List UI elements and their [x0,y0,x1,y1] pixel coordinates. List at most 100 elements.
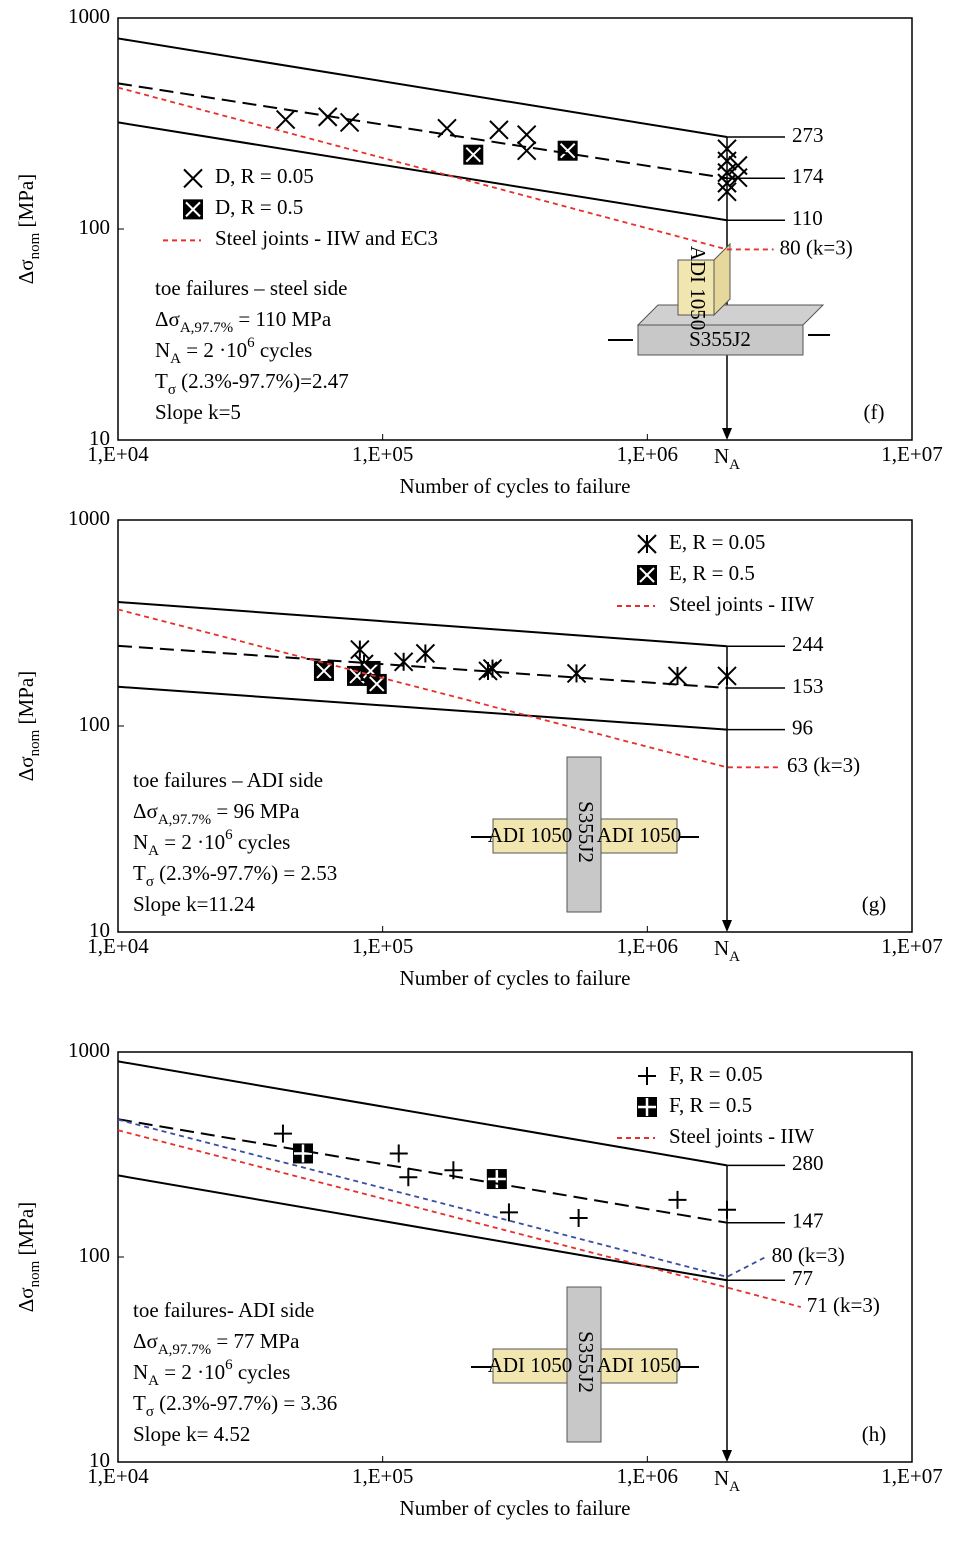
series-line [117,1129,802,1308]
marker-stroke [316,663,332,679]
marker [183,168,203,189]
legend-label: F, R = 0.05 [669,1062,763,1086]
marker [569,1208,588,1227]
series-line [117,37,728,138]
text-part: Slope k= 4.52 [133,1422,250,1446]
superscript: 6 [247,335,255,351]
text-part: toe failures – ADI side [133,768,323,792]
series-line [117,644,728,689]
series-line [117,1174,728,1282]
note-line: toe failures- ADI side [133,1298,314,1322]
note-line: ΔσA,97.7% = 96 MPa [133,799,300,829]
text-part: [MPa] [14,671,38,730]
subscript: σ [146,1404,154,1420]
line-end-label: 71 (k=3) [807,1293,880,1317]
line-end-label: 80 (k=3) [780,235,853,259]
legend-label: Steel joints - IIW [669,592,814,616]
text-part: N [714,936,729,960]
text-part: toe failures – steel side [155,276,347,300]
legend-label: F, R = 0.5 [669,1093,752,1117]
marker [399,1168,418,1187]
marker [313,660,334,681]
series-line [117,1118,767,1278]
text-part: toe failures- ADI side [133,1298,314,1322]
inset-block-side [713,242,731,317]
subscript: σ [146,874,154,890]
y-tick-label: 100 [79,712,111,736]
marker-stroke [339,112,360,133]
text-part: = 2 ·10 [159,1360,225,1384]
marker [566,663,587,684]
line-end-label: 80 (k=3) [772,1243,845,1267]
text-part: N [155,338,170,362]
y-tick-label: 10 [89,1448,110,1472]
inset-label: ADI 1050 [597,823,682,847]
marker-stroke [489,120,509,140]
subscript: A,97.7% [158,1342,211,1358]
y-tick-label: 100 [79,215,111,239]
text-part: N [133,830,148,854]
inset-label: ADI 1050 [597,1353,682,1377]
y-axis-title: Δσnom [MPa] [14,671,44,781]
text-part: Δσ [133,1329,158,1353]
inset-stiffener [566,756,602,913]
superscript: 6 [225,1357,233,1373]
x-tick-label: 1,E+04 [87,934,149,958]
text-part: Slope k=5 [155,400,241,424]
panel-label: (h) [862,1422,887,1446]
marker [637,534,657,554]
subscript: nom [27,232,43,259]
inset-label: ADI 1050 [686,246,710,331]
inset-label: S355J2 [574,801,598,863]
marker-stroke [185,201,201,218]
legend-label: Steel joints - IIW and EC3 [215,226,438,250]
panel-label: (f) [864,400,885,424]
note-line: Slope k=11.24 [133,892,255,916]
y-tick-label: 10 [89,426,110,450]
line-end-label: 147 [792,1209,824,1233]
series-line [117,1060,728,1167]
panel-label: (g) [862,892,887,916]
note-line: toe failures – ADI side [133,768,323,792]
series-line [117,1118,728,1224]
line-end-label: 153 [792,674,824,698]
marker [482,658,503,679]
marker-stroke [717,162,737,183]
subscript: A [148,843,159,859]
subscript: A [148,1373,159,1389]
series-line [117,685,728,731]
line-end-label: 174 [792,164,824,188]
x-tick-label: 1,E+06 [617,1464,678,1488]
subscript: A,97.7% [158,812,211,828]
marker [668,1190,687,1209]
x-axis-title: Number of cycles to failure [400,1496,631,1520]
legend-label: D, R = 0.05 [215,164,314,188]
subscript: A [729,1479,740,1495]
text-part: Δσ [14,756,38,781]
marker [339,112,360,133]
inset-label: ADI 1050 [488,823,573,847]
line-end-label: 77 [792,1266,813,1290]
marker-stroke [465,146,482,163]
legend-label: D, R = 0.5 [215,195,303,219]
marker [389,1144,408,1163]
marker-stroke [275,109,296,130]
text-part: = 2 ·10 [181,338,247,362]
marker [717,666,737,686]
subscript: σ [168,382,176,398]
inset-stiffener [566,1286,602,1443]
y-tick-label: 1000 [68,4,110,28]
inset-plate [492,1348,568,1384]
x-tick-label: 1,E+04 [87,442,149,466]
line-end-label: 110 [792,206,823,230]
marker [499,1203,518,1222]
marker-stroke [369,676,385,692]
line-end-label: 280 [792,1151,824,1175]
inset-label: S355J2 [689,327,751,351]
text-part: cycles [233,830,291,854]
note-line: NA = 2 ·106 cycles [133,1357,290,1389]
marker [486,1169,507,1190]
text-part: (2.3%-97.7%) = 3.36 [154,1391,337,1415]
marker-stroke [559,142,576,159]
